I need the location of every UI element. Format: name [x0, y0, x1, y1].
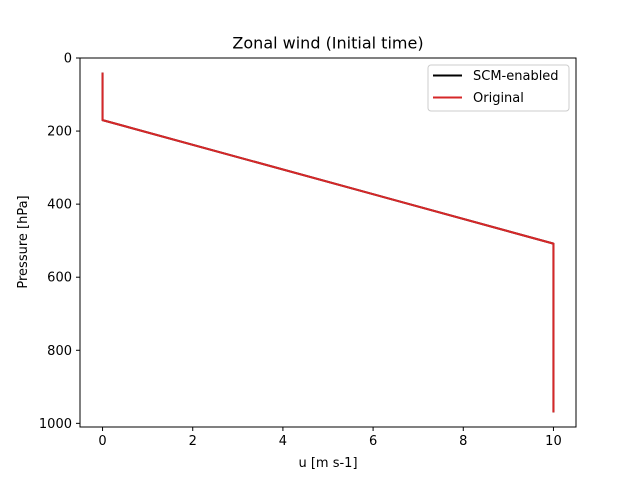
plot-area [79, 57, 577, 428]
x-axis-label: u [m s-1] [298, 456, 357, 471]
y-tick-label: 800 [47, 344, 72, 359]
y-tick-label: 400 [47, 198, 72, 213]
x-tick-label: 0 [98, 434, 106, 449]
legend-box [427, 64, 570, 112]
x-tick-label: 8 [459, 434, 467, 449]
y-tick-label: 600 [47, 271, 72, 286]
x-tick-label: 6 [369, 434, 377, 449]
legend-label-scm-enabled: SCM-enabled [473, 69, 559, 84]
chart-title: Zonal wind (Initial time) [232, 34, 423, 53]
y-tick-label: 200 [47, 125, 72, 140]
x-tick-label: 10 [545, 434, 562, 449]
x-tick-label: 2 [189, 434, 197, 449]
legend: SCM-enabled Original [427, 64, 570, 112]
plot-frame [79, 57, 577, 428]
y-axis-ticks: 0 200 400 600 800 1000 [39, 52, 80, 432]
legend-label-original: Original [473, 91, 524, 106]
x-axis-ticks: 0 2 4 6 8 10 [98, 427, 562, 449]
y-axis-label: Pressure [hPa] [16, 195, 31, 288]
series-layer [101, 72, 555, 413]
series-line-1 [101, 72, 555, 413]
x-tick-label: 4 [279, 434, 287, 449]
y-tick-label: 0 [64, 52, 72, 67]
y-tick-label: 1000 [39, 417, 72, 432]
